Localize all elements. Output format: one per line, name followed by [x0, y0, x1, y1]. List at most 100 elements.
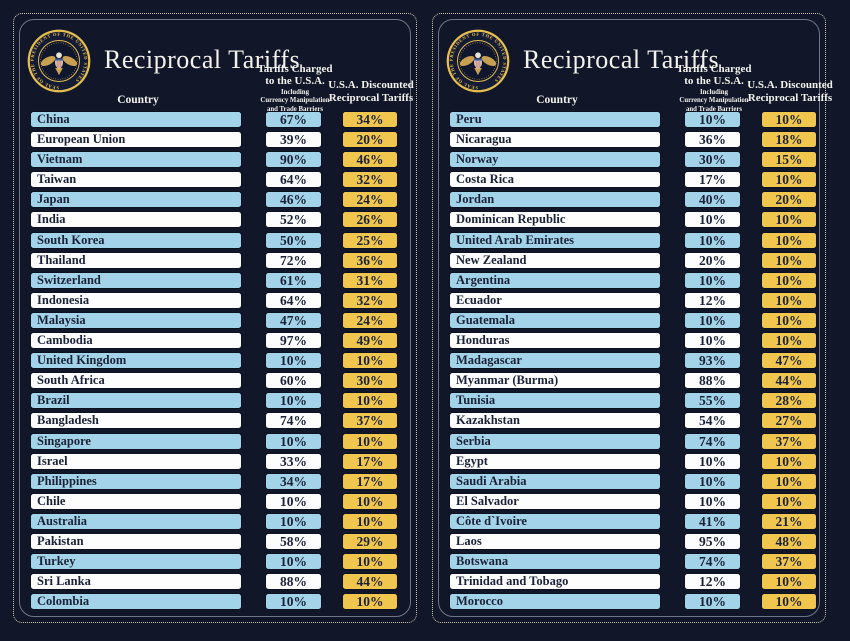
discounted-tariff-value: 49%	[342, 332, 398, 350]
discounted-tariff-value: 10%	[761, 211, 817, 229]
discounted-tariff-value: 46%	[342, 151, 398, 169]
table-row: Kazakhstan 54% 27%	[439, 412, 819, 430]
discounted-tariff-value: 10%	[761, 593, 817, 611]
charged-tariff-value: 88%	[684, 372, 741, 390]
charged-tariff-value: 60%	[265, 372, 322, 390]
table-row: United Kingdom 10% 10%	[20, 352, 410, 370]
header-line: to the U.S.A.	[684, 75, 744, 88]
country-cell: Serbia	[449, 432, 661, 450]
header-line: Tariffs Charged	[257, 63, 333, 75]
charged-header-main: Tariffs Charged to the U.S.A.	[676, 63, 751, 88]
country-cell: Botswana	[449, 553, 661, 571]
country-cell: Australia	[30, 512, 242, 530]
table-row: Colombia 10% 10%	[20, 593, 410, 611]
country-cell: Jordan	[449, 191, 661, 209]
country-cell: European Union	[30, 131, 242, 149]
discounted-tariff-value: 34%	[342, 111, 398, 128]
header-line: Currency Manipulation	[260, 97, 330, 105]
country-cell: Indonesia	[30, 291, 242, 309]
country-cell: Bangladesh	[30, 412, 242, 430]
charged-tariff-value: 72%	[265, 251, 322, 269]
table-row: El Salvador 10% 10%	[439, 492, 819, 510]
table-row: Jordan 40% 20%	[439, 191, 819, 209]
table-row: Honduras 10% 10%	[439, 332, 819, 350]
charged-tariff-value: 88%	[265, 573, 322, 591]
charged-tariff-value: 36%	[684, 131, 741, 149]
country-cell: Tunisia	[449, 392, 661, 410]
discounted-tariff-value: 10%	[342, 352, 398, 370]
charged-tariff-value: 58%	[265, 532, 322, 550]
charged-tariff-value: 74%	[684, 432, 741, 450]
charged-tariff-value: 54%	[684, 412, 741, 430]
presidential-seal-icon: SEAL OF THE PRESIDENT OF THE UNITED STAT…	[446, 29, 510, 93]
charged-tariff-value: 52%	[265, 211, 322, 229]
table-row: India 52% 26%	[20, 211, 410, 229]
presidential-seal-icon: SEAL OF THE PRESIDENT OF THE UNITED STAT…	[27, 29, 91, 93]
table-row: Egypt 10% 10%	[439, 452, 819, 470]
header-line: Including	[281, 88, 309, 96]
country-cell: Israel	[30, 452, 242, 470]
charged-tariff-value: 10%	[684, 271, 741, 289]
charged-tariff-value: 34%	[265, 472, 322, 490]
discounted-tariff-value: 44%	[342, 573, 398, 591]
country-cell: Saudi Arabia	[449, 472, 661, 490]
table-row: Australia 10% 10%	[20, 512, 410, 530]
charged-tariff-value: 41%	[684, 512, 741, 530]
discounted-tariff-value: 37%	[761, 432, 817, 450]
discounted-tariff-value: 21%	[761, 512, 817, 530]
table-row: South Korea 50% 25%	[20, 231, 410, 249]
charged-tariff-value: 20%	[684, 251, 741, 269]
country-cell: Cambodia	[30, 332, 242, 350]
table-row: Trinidad and Tobago 12% 10%	[439, 573, 819, 591]
discounted-tariff-value: 32%	[342, 291, 398, 309]
header-line: Tariffs Charged	[676, 63, 752, 75]
discounted-tariff-value: 10%	[761, 171, 817, 189]
discounted-tariff-value: 10%	[761, 332, 817, 350]
tariff-panel-left: SEAL OF THE PRESIDENT OF THE UNITED STAT…	[13, 13, 417, 623]
charged-tariff-value: 10%	[684, 311, 741, 329]
table-row: Thailand 72% 36%	[20, 251, 410, 269]
country-cell: Costa Rica	[449, 171, 661, 189]
charged-tariff-value: 10%	[265, 512, 322, 530]
charged-tariff-value: 12%	[684, 291, 741, 309]
header-line: and Trade Barriers	[685, 106, 743, 114]
discounted-tariff-value: 10%	[761, 452, 817, 470]
table-row: Sri Lanka 88% 44%	[20, 573, 410, 591]
discounted-tariff-value: 10%	[342, 512, 398, 530]
table-row: United Arab Emirates 10% 10%	[439, 231, 819, 249]
country-cell: Malaysia	[30, 311, 242, 329]
header-line: and Trade Barriers	[266, 106, 324, 114]
country-cell: India	[30, 211, 242, 229]
charged-header-sub: Including Currency Manipulation and Trad…	[676, 89, 751, 115]
charged-tariff-value: 10%	[684, 211, 741, 229]
table-row: Norway 30% 15%	[439, 151, 819, 169]
country-cell: Taiwan	[30, 171, 242, 189]
header-line: Reciprocal Tariffs	[328, 91, 414, 104]
charged-tariff-value: 10%	[265, 352, 322, 370]
country-cell: United Arab Emirates	[449, 231, 661, 249]
table-row: Nicaragua 36% 18%	[439, 131, 819, 149]
charged-tariff-value: 47%	[265, 311, 322, 329]
table-row: Serbia 74% 37%	[439, 432, 819, 450]
table-row: Brazil 10% 10%	[20, 392, 410, 410]
column-header-charged: Tariffs Charged to the U.S.A. Including …	[676, 63, 751, 115]
discounted-tariff-value: 10%	[342, 553, 398, 571]
discounted-tariff-value: 44%	[761, 372, 817, 390]
country-cell: Pakistan	[30, 532, 242, 550]
presidential-seal-svg: SEAL OF THE PRESIDENT OF THE UNITED STAT…	[27, 29, 91, 93]
discounted-tariff-value: 48%	[761, 532, 817, 550]
discounted-tariff-value: 10%	[761, 472, 817, 490]
charged-tariff-value: 90%	[265, 151, 322, 169]
charged-tariff-value: 10%	[265, 392, 322, 410]
discounted-tariff-value: 17%	[342, 472, 398, 490]
charged-tariff-value: 10%	[684, 593, 741, 611]
discounted-tariff-value: 37%	[342, 412, 398, 430]
charged-tariff-value: 39%	[265, 131, 322, 149]
header-line: Currency Manipulation	[679, 97, 749, 105]
charged-tariff-value: 67%	[265, 111, 322, 128]
discounted-tariff-value: 10%	[761, 291, 817, 309]
country-cell: Côte d`Ivoire	[449, 512, 661, 530]
country-cell: Singapore	[30, 432, 242, 450]
charged-tariff-value: 40%	[684, 191, 741, 209]
discounted-tariff-value: 47%	[761, 352, 817, 370]
